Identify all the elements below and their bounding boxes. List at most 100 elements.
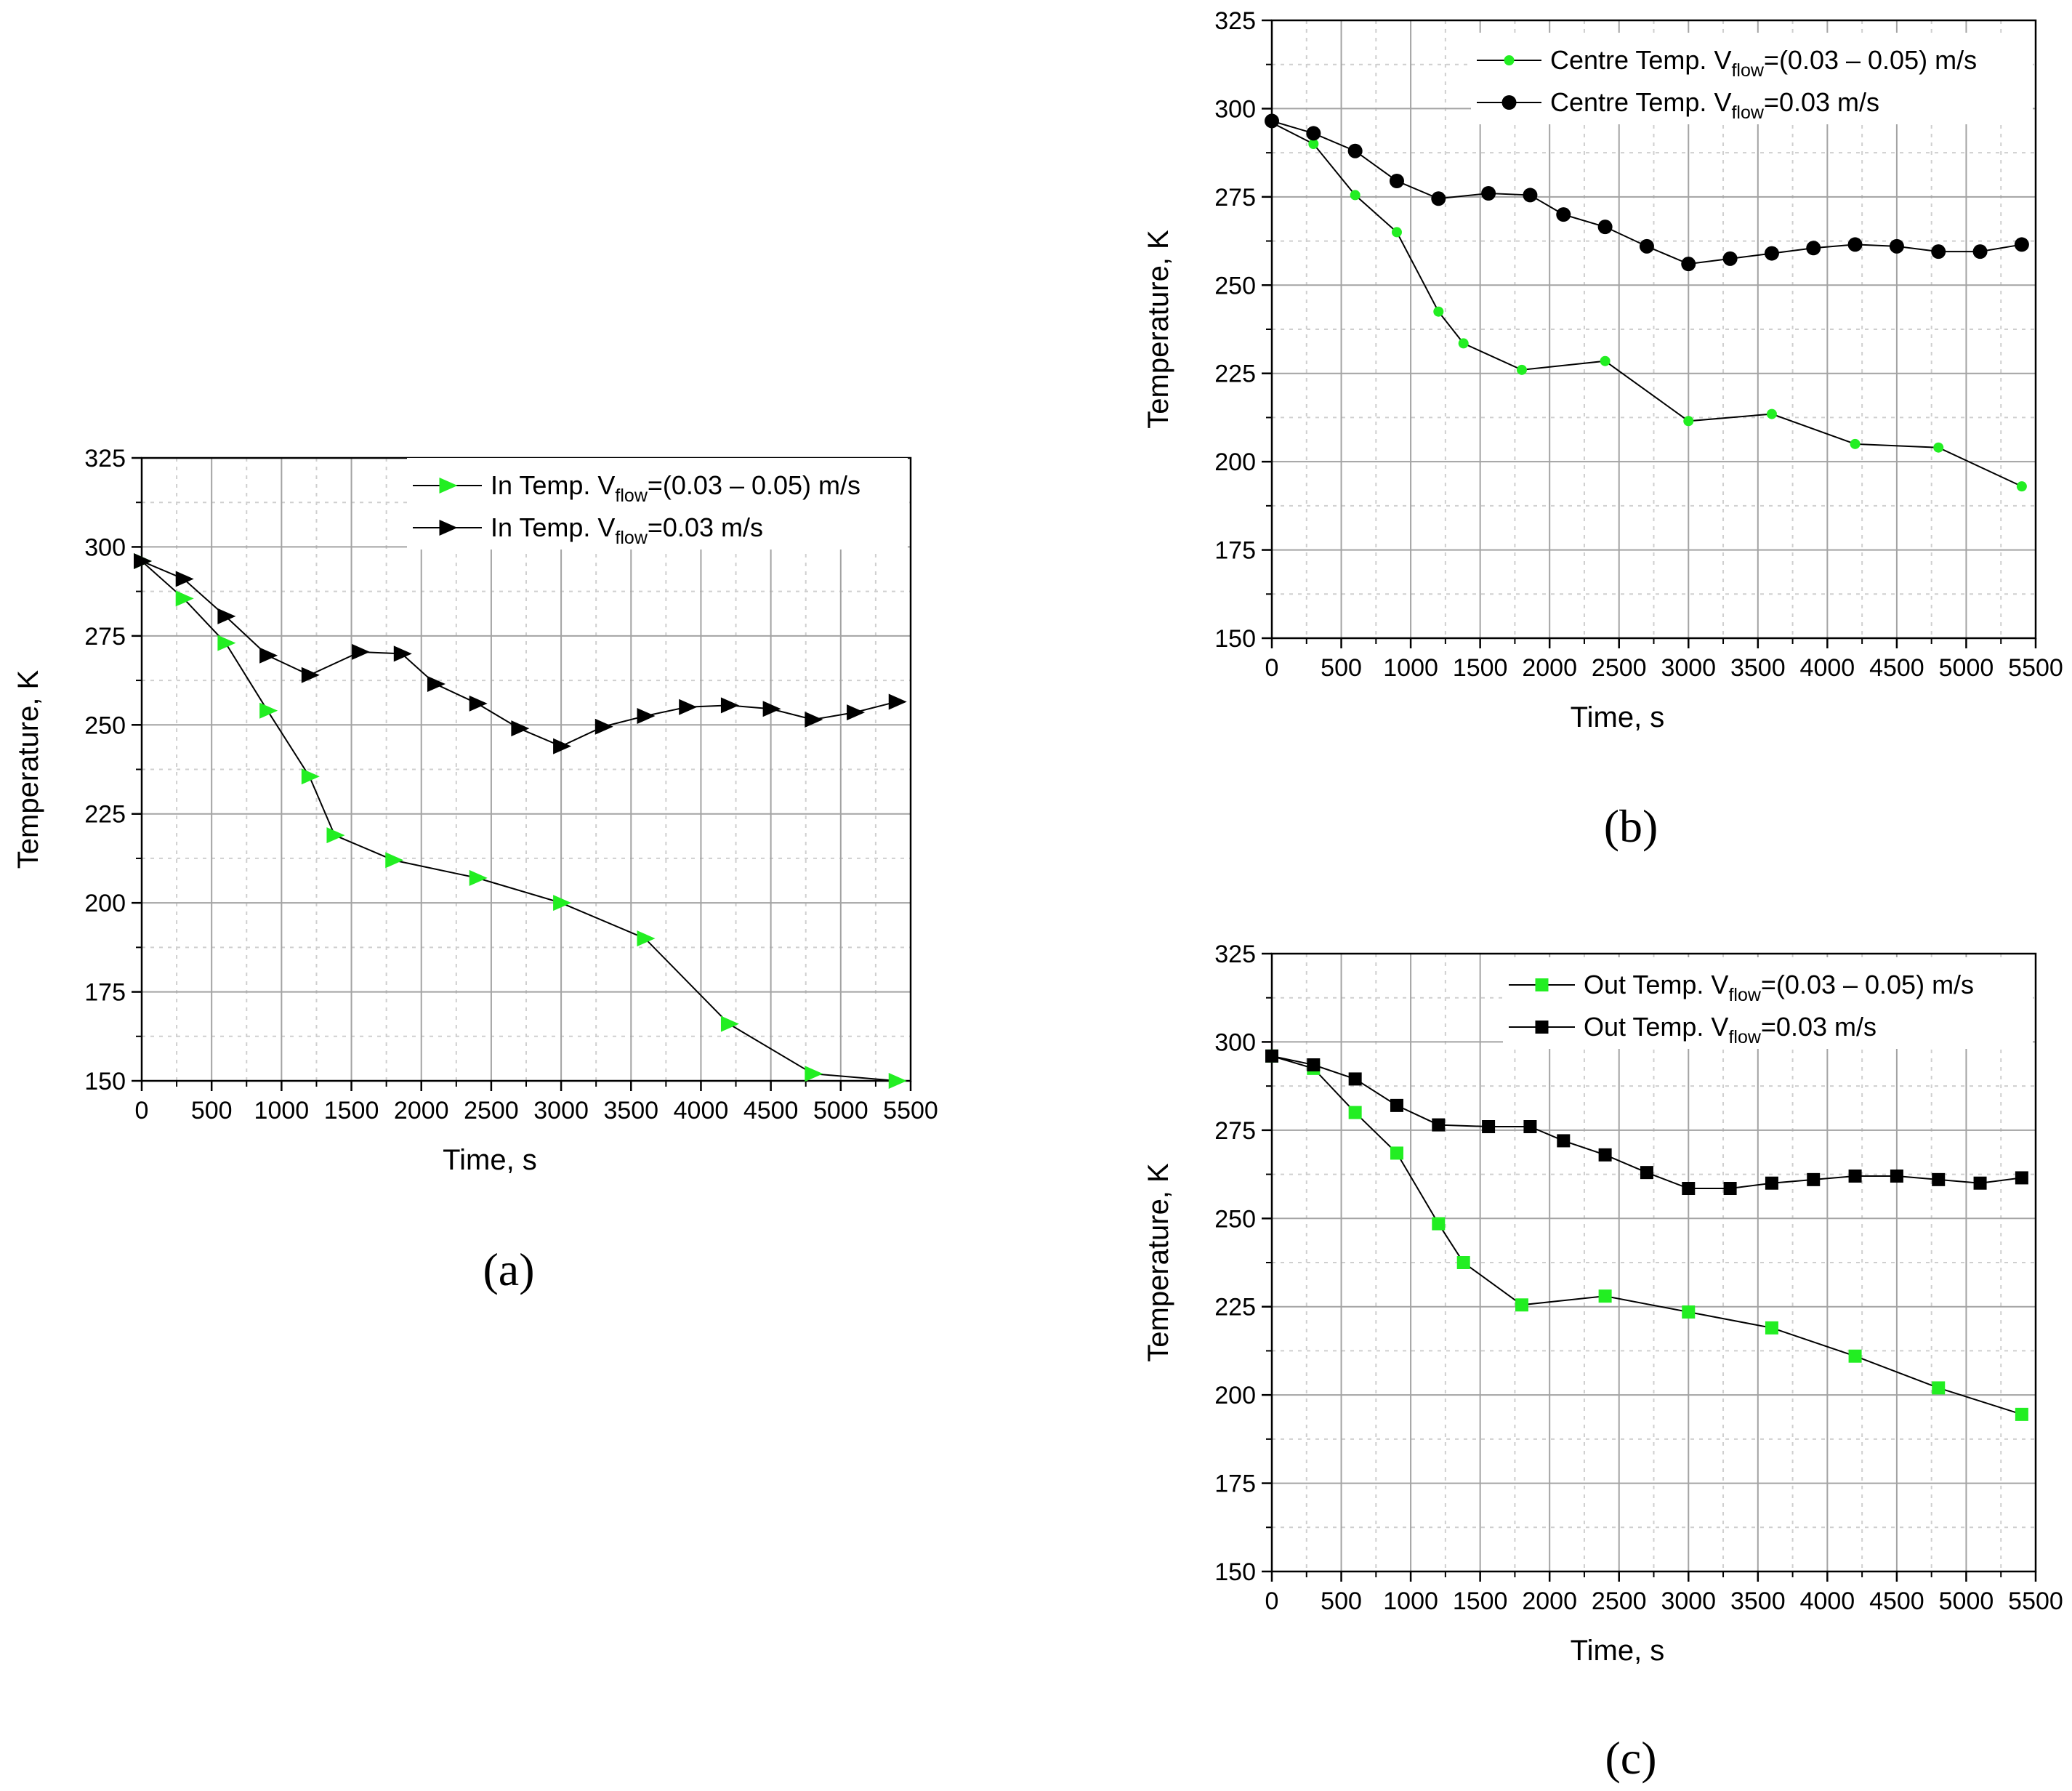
data-point [1515,1298,1528,1312]
legend-background [407,458,908,550]
x-tick-label: 2500 [464,1097,519,1124]
data-point [1390,1146,1403,1160]
data-point [1723,1182,1737,1195]
data-point [2016,481,2027,492]
data-point [805,711,823,728]
data-point [1766,408,1777,419]
y-axis-title: Temperature, K [12,669,44,869]
data-point [1722,251,1738,266]
y-axis-title: Temperature, K [1142,1163,1174,1362]
legend-marker [439,478,458,494]
y-tick-label: 275 [1214,184,1256,212]
data-point [469,695,488,712]
data-point [1347,143,1363,158]
data-point [511,720,530,737]
y-tick-label: 325 [1214,941,1256,968]
y-tick-label: 175 [84,979,126,1007]
data-point [1682,1182,1696,1195]
data-point [1598,1148,1612,1162]
y-tick-label: 275 [84,623,126,651]
data-point [1481,186,1496,201]
data-point [1350,190,1360,201]
x-tick-label: 2500 [1592,1587,1647,1615]
data-point [175,571,194,587]
data-point [1431,191,1446,206]
x-tick-label: 0 [135,1097,149,1124]
series-0 [134,553,907,1089]
data-point [847,704,866,721]
data-point [888,693,907,710]
x-tick-label: 1500 [324,1097,379,1124]
data-point [1640,1166,1653,1180]
x-tick-label: 4500 [743,1097,799,1124]
data-point [1639,238,1654,254]
data-point [1764,246,1779,261]
legend: Out Temp. Vflow=(0.03 – 0.05) m/s Out Tem… [1503,957,2033,1049]
chart-panel-c: 0 500 1000 1500 2000 2500 3000 3500 4000 4500 5000… [1142,941,2063,1784]
x-tick-label: 500 [191,1097,233,1124]
legend-marker [439,520,458,536]
data-point [1973,1176,1987,1190]
data-point [1682,1305,1696,1319]
legend-marker [1501,95,1517,110]
y-tick-label: 250 [84,712,126,739]
x-tick-label: 3000 [1661,1587,1716,1615]
y-axis-title: Temperature, K [1142,230,1174,429]
y-tick-label: 200 [1214,1382,1256,1409]
data-point [888,1073,907,1089]
y-tick-label: 225 [1214,361,1256,388]
data-point [301,768,320,785]
data-point [217,608,236,624]
data-point [1890,1170,1903,1183]
legend-label: Centre Temp. Vflow=0.03 m/s [1550,87,1879,123]
data-point [1265,113,1279,129]
data-point [553,738,572,754]
data-point [2015,1407,2028,1421]
data-point [175,590,194,607]
data-point [1523,188,1538,203]
data-point [1390,1098,1403,1112]
panel-label: (b) [1604,800,1658,852]
data-point [1765,1321,1778,1335]
legend: Centre Temp. Vflow=(0.03 – 0.05) m/s Cent… [1471,33,2033,124]
data-point [1807,1172,1821,1186]
data-point [1523,1120,1537,1133]
legend-label: In Temp. Vflow=0.03 m/s [491,512,763,548]
y-tick-label: 250 [1214,272,1256,299]
y-tick-label: 150 [84,1068,126,1095]
y-tick-label: 200 [1214,448,1256,476]
x-tick-label: 1000 [254,1097,310,1124]
y-tick-label: 175 [1214,537,1256,565]
data-point [259,647,278,664]
series-line [1271,121,2023,488]
x-tick-label: 0 [1265,1587,1279,1615]
y-tick-label: 300 [1214,1029,1256,1056]
y-tick-label: 325 [1214,7,1256,35]
x-tick-label: 2500 [1592,654,1647,682]
x-tick-label: 3500 [603,1097,658,1124]
chart-panel-a: 0 500 1000 1500 2000 2500 3000 3500 4000 4500 5000… [12,445,938,1295]
data-point [469,869,488,886]
x-tick-label: 4000 [674,1097,729,1124]
x-tick-label: 5000 [813,1097,868,1124]
data-point [805,1066,823,1082]
series-1 [134,553,907,754]
x-tick-label: 1500 [1453,1587,1508,1615]
legend-marker [1504,55,1515,65]
y-tick-label: 275 [1214,1117,1256,1145]
x-tick-label: 5500 [2008,1587,2063,1615]
data-point [1597,220,1613,235]
series-0 [1265,1049,2028,1421]
data-point [134,553,152,570]
x-tick-label: 4000 [1800,654,1855,682]
x-axis-title: Time, s [1571,1635,1665,1667]
data-point [1848,1170,1862,1183]
legend-marker [1535,978,1549,991]
x-tick-label: 3500 [1730,654,1786,682]
x-tick-label: 5000 [1939,1587,1994,1615]
data-point [1391,227,1402,238]
data-point [1307,1058,1321,1071]
y-tick-label: 250 [1214,1205,1256,1233]
data-point [1683,416,1694,427]
